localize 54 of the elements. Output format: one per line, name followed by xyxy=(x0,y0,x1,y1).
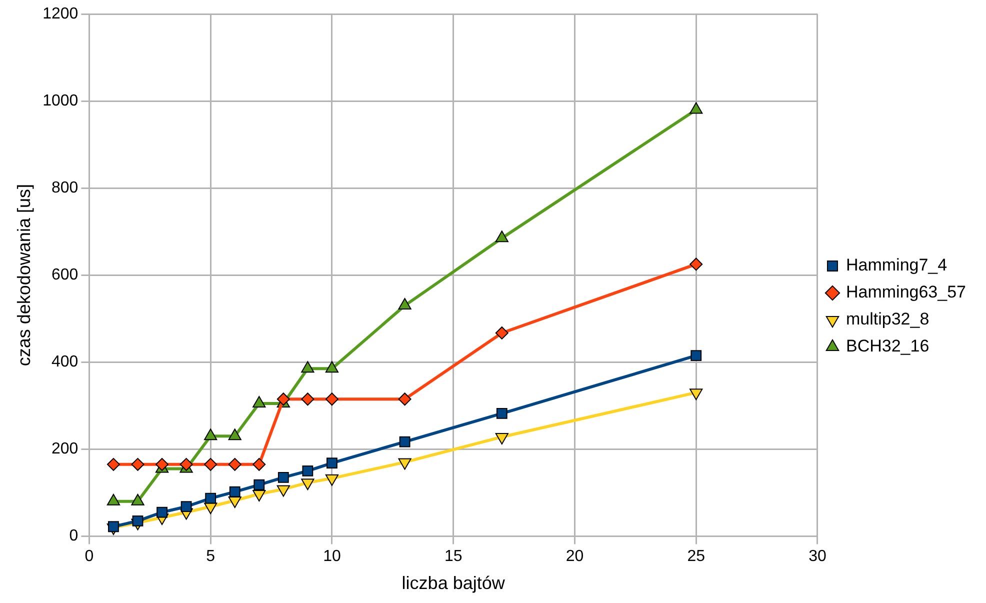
point xyxy=(180,458,193,471)
point xyxy=(254,479,265,490)
point xyxy=(106,458,120,471)
point xyxy=(252,490,266,502)
point xyxy=(398,298,412,310)
point xyxy=(252,458,266,471)
point xyxy=(690,350,702,362)
point xyxy=(398,392,412,406)
point xyxy=(180,501,192,512)
x-tick-label: 20 xyxy=(566,548,584,566)
point xyxy=(156,458,169,471)
point xyxy=(278,472,289,483)
point xyxy=(302,465,314,476)
point xyxy=(495,326,508,340)
y-tick-label: 1000 xyxy=(42,92,78,110)
y-tick-label: 800 xyxy=(51,179,78,196)
x-tick-label: 10 xyxy=(323,548,341,566)
point xyxy=(204,458,218,471)
point xyxy=(690,102,703,114)
point xyxy=(325,392,338,406)
legend-label: multip32_8 xyxy=(846,310,930,329)
point xyxy=(276,392,290,406)
y-tick-label: 0 xyxy=(69,528,78,545)
point xyxy=(229,486,240,498)
point xyxy=(204,428,218,440)
point xyxy=(301,392,314,406)
y-tick-label: 1200 xyxy=(42,5,78,22)
y-axis-title: czas dekodowania [us] xyxy=(14,184,34,366)
point xyxy=(228,458,242,471)
point xyxy=(301,361,314,373)
legend-label: Hamming63_57 xyxy=(846,282,966,302)
legend-label: Hamming7_4 xyxy=(846,256,948,275)
point xyxy=(325,361,339,373)
x-axis-title: liczba bajtów xyxy=(402,573,506,594)
x-tick-label: 0 xyxy=(84,548,94,566)
point xyxy=(228,428,242,440)
x-tick-label: 25 xyxy=(687,548,706,566)
point xyxy=(690,258,703,271)
point xyxy=(495,230,508,242)
x-tick-label: 5 xyxy=(206,548,216,566)
point xyxy=(132,516,144,526)
y-tick-label: 600 xyxy=(51,266,78,284)
point xyxy=(205,492,216,504)
point xyxy=(326,458,338,469)
point xyxy=(399,436,410,448)
point xyxy=(108,521,119,532)
y-tick-label: 200 xyxy=(51,440,78,458)
x-tick-label: 15 xyxy=(444,548,462,566)
y-tick-label: 400 xyxy=(51,354,78,371)
legend-label: BCH32_16 xyxy=(846,336,930,356)
point xyxy=(156,506,168,518)
x-tick-label: 30 xyxy=(808,548,826,566)
point xyxy=(496,408,508,419)
point xyxy=(131,458,144,471)
